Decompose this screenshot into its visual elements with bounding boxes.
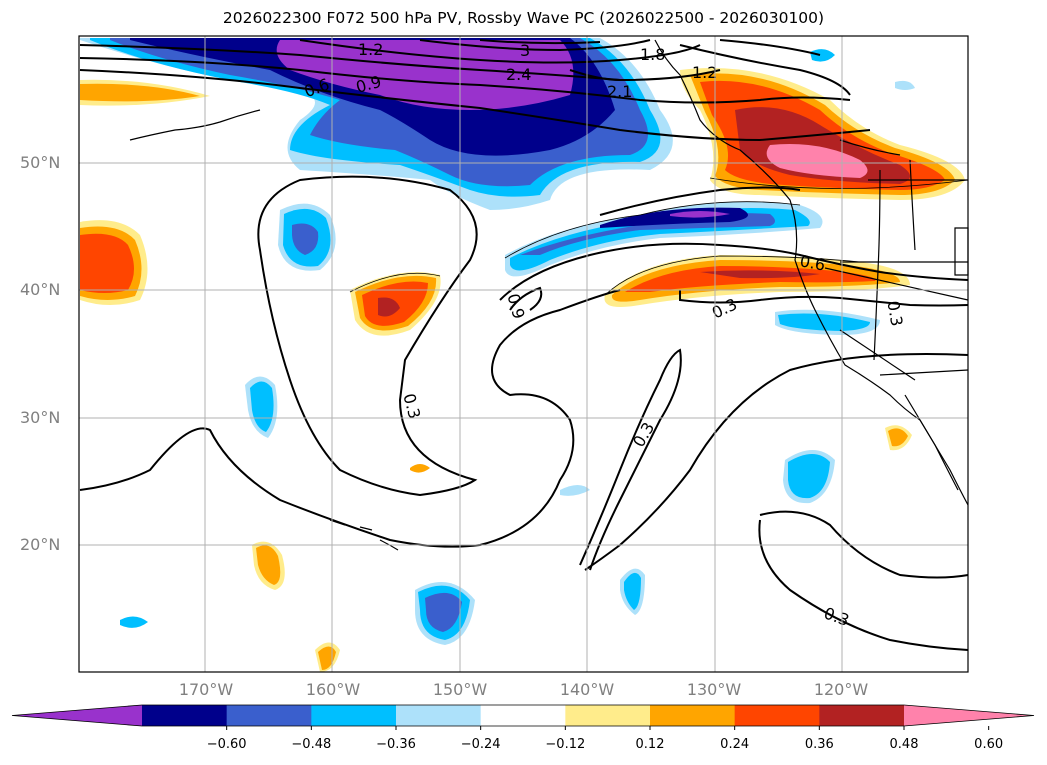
colorbar-tick-label: −0.48: [291, 737, 332, 752]
lat-label: 50°N: [20, 153, 61, 173]
contour-label: 0.3: [399, 391, 424, 421]
lon-label: 130°W: [686, 680, 742, 699]
colorbar-tick-label: 0.60: [974, 737, 1004, 752]
contour-label: 2.4: [506, 65, 531, 84]
colorbar-tick-label: −0.60: [206, 737, 247, 752]
lon-label: 170°W: [178, 680, 234, 699]
colorbar-tick-label: −0.24: [460, 737, 501, 752]
colorbar-segment: [819, 705, 905, 726]
colorbar-segment: [734, 705, 820, 726]
colorbar-outline: [11, 704, 1035, 727]
colorbar: [11, 704, 1035, 730]
contour-label: 0.3: [709, 294, 740, 322]
colorbar-tick-label: −0.12: [545, 737, 586, 752]
contour-label: 1.8: [640, 45, 665, 64]
lat-label: 20°N: [20, 534, 61, 554]
contour-label: 3: [520, 41, 530, 60]
contour-label: 1.2: [692, 63, 717, 82]
colorbar-tick-label: −0.36: [376, 737, 416, 752]
colorbar-segment: [565, 705, 651, 726]
colorbar-tick-label: 0.36: [804, 737, 834, 752]
colorbar-extend-max: [904, 705, 1034, 726]
contour-label: 2.1: [607, 82, 632, 101]
colorbar-extend-min: [12, 705, 142, 726]
colorbar-tick-label: 0.48: [889, 737, 919, 752]
lat-label: 30°N: [20, 407, 61, 427]
colorbar-tick-label: 0.12: [635, 737, 665, 752]
colorbar-segment: [311, 705, 397, 726]
gridlines: [79, 36, 968, 672]
contour-label: 0.6: [798, 251, 826, 274]
contour-label: 0.3: [629, 419, 658, 451]
contour-label: 0.3: [821, 603, 851, 630]
colorbar-segment: [480, 705, 566, 726]
colorbar-tick-label: 0.24: [720, 737, 750, 752]
colorbar-segment: [226, 705, 312, 726]
map-frame: [78, 35, 969, 673]
colorbar-segment: [396, 705, 482, 726]
colorbar-segment: [142, 705, 228, 726]
lon-label: 120°W: [813, 680, 869, 699]
fill-outlines: [349, 177, 969, 296]
plot-title: 2026022300 F072 500 hPa PV, Rossby Wave …: [222, 9, 825, 27]
contour-lines: [79, 39, 969, 651]
lon-label: 160°W: [305, 680, 361, 699]
lon-label: 140°W: [559, 680, 615, 699]
contour-label: 1.2: [358, 40, 383, 59]
colorbar-segment: [650, 705, 736, 726]
contour-label: 0.3: [883, 299, 906, 327]
lat-label: 40°N: [20, 280, 61, 300]
lon-label: 150°W: [432, 680, 488, 699]
